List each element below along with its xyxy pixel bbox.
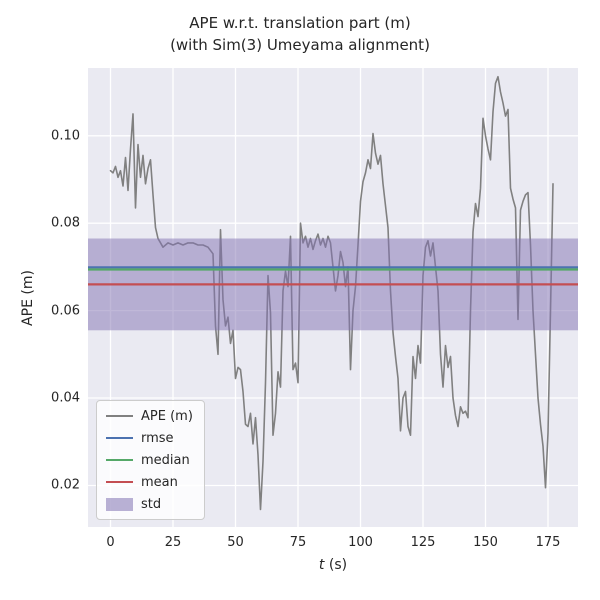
legend-label: median bbox=[141, 452, 190, 468]
legend-label: rmse bbox=[141, 430, 174, 446]
legend-line-swatch bbox=[106, 437, 133, 439]
chart-title-line2: (with Sim(3) Umeyama alignment) bbox=[170, 36, 430, 54]
legend-item: APE (m) bbox=[106, 408, 193, 424]
chart-title: APE w.r.t. translation part (m) (with Si… bbox=[0, 12, 600, 56]
y-tick-label: 0.06 bbox=[51, 303, 80, 319]
x-axis-label: t (s) bbox=[88, 557, 578, 573]
legend-line-swatch bbox=[106, 459, 133, 461]
x-tick-label: 25 bbox=[164, 535, 182, 550]
x-tick-label: 50 bbox=[227, 535, 244, 550]
legend-label: mean bbox=[141, 474, 178, 490]
legend-item: std bbox=[106, 496, 193, 512]
legend-item: median bbox=[106, 452, 193, 468]
chart-title-line1: APE w.r.t. translation part (m) bbox=[189, 14, 411, 32]
legend-label: std bbox=[141, 496, 162, 512]
x-tick-label: 125 bbox=[410, 535, 436, 550]
x-tick-label: 175 bbox=[535, 535, 561, 550]
y-tick-label: 0.04 bbox=[51, 390, 80, 406]
y-tick-label: 0.02 bbox=[51, 477, 80, 493]
y-tick-label: 0.10 bbox=[51, 128, 80, 144]
legend-item: rmse bbox=[106, 430, 193, 446]
plot-area: APE (m) rmse median mean std bbox=[88, 68, 578, 527]
x-tick-label: 150 bbox=[473, 535, 498, 550]
legend-item: mean bbox=[106, 474, 193, 490]
legend-patch-swatch bbox=[106, 497, 133, 511]
legend-line-swatch bbox=[106, 415, 133, 417]
plot-canvas bbox=[88, 68, 578, 527]
y-tick-label: 0.08 bbox=[51, 215, 80, 231]
legend-line-swatch bbox=[106, 481, 133, 483]
legend: APE (m) rmse median mean std bbox=[96, 400, 205, 520]
x-tick-label: 100 bbox=[348, 535, 373, 550]
legend-label: APE (m) bbox=[141, 408, 193, 424]
x-axis-label-unit: (s) bbox=[324, 557, 348, 573]
x-axis-label-variable: t bbox=[318, 557, 325, 573]
x-tick-label: 0 bbox=[106, 535, 115, 550]
x-tick-label: 75 bbox=[289, 535, 307, 550]
